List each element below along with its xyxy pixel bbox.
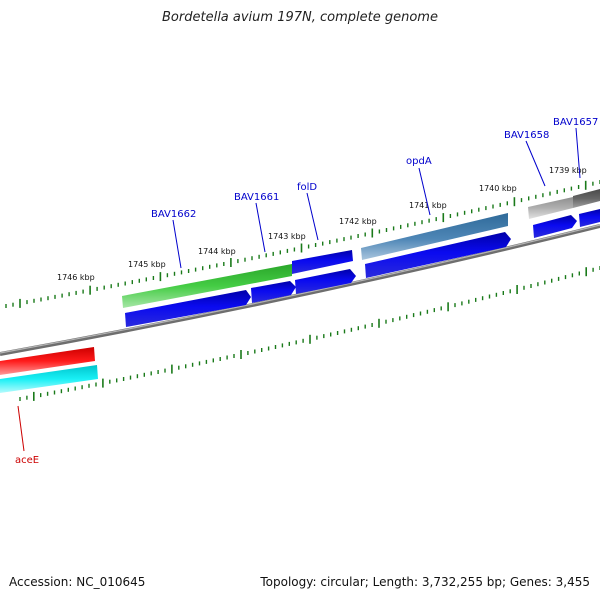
tick-label-1742: 1742 kbp <box>339 217 377 226</box>
leader-fold <box>306 192 319 241</box>
tick-label-1743: 1743 kbp <box>268 232 306 241</box>
gene-label-fold[interactable]: folD <box>297 182 317 193</box>
leader-acee <box>17 405 25 452</box>
gene-label-bav1658[interactable]: BAV1658 <box>504 130 549 141</box>
cds-opda[interactable] <box>365 232 511 278</box>
feature-bar-cyan[interactable] <box>0 365 98 393</box>
tick-label-1739: 1739 kbp <box>549 166 587 175</box>
gene-label-acee[interactable]: aceE <box>15 455 39 466</box>
tick-label-1745: 1745 kbp <box>128 260 166 269</box>
accession-text: Accession: NC_010645 <box>9 575 146 589</box>
leader-bav1658 <box>525 140 546 187</box>
feature-bar-green[interactable] <box>122 264 292 308</box>
leader-bav1662 <box>172 219 182 269</box>
gene-label-bav1662[interactable]: BAV1662 <box>151 209 196 220</box>
leader-opda <box>418 167 431 216</box>
cds-bav1657[interactable] <box>579 209 600 227</box>
inner-tick-ring <box>19 266 600 401</box>
genome-backbone-highlight <box>0 224 600 354</box>
page-title: Bordetella avium 197N, complete genome <box>162 10 438 25</box>
cds-fold-lower[interactable] <box>295 269 356 294</box>
gene-label-bav1657[interactable]: BAV1657 <box>553 117 598 128</box>
feature-bar-steel[interactable] <box>361 213 508 260</box>
cds-bav1658[interactable] <box>533 215 577 238</box>
tick-label-1744: 1744 kbp <box>198 247 236 256</box>
cds-bav1661[interactable] <box>251 281 296 303</box>
genome-summary-text: Topology: circular; Length: 3,732,255 bp… <box>260 575 590 589</box>
gene-label-opda[interactable]: opdA <box>406 156 432 167</box>
feature-bar-dark[interactable] <box>573 189 600 208</box>
leader-bav1661 <box>255 202 266 253</box>
genome-backbone <box>0 224 600 356</box>
leader-bav1657 <box>575 127 581 179</box>
cds-fold-upper[interactable] <box>292 250 353 274</box>
cds-bav1662[interactable] <box>125 290 251 327</box>
outer-tick-ring <box>5 180 600 308</box>
gene-label-bav1661[interactable]: BAV1661 <box>234 192 279 203</box>
tick-label-1746: 1746 kbp <box>57 273 95 282</box>
feature-bar-red[interactable] <box>0 347 95 375</box>
tick-label-1740: 1740 kbp <box>479 184 517 193</box>
feature-bar-gray[interactable] <box>528 197 573 219</box>
